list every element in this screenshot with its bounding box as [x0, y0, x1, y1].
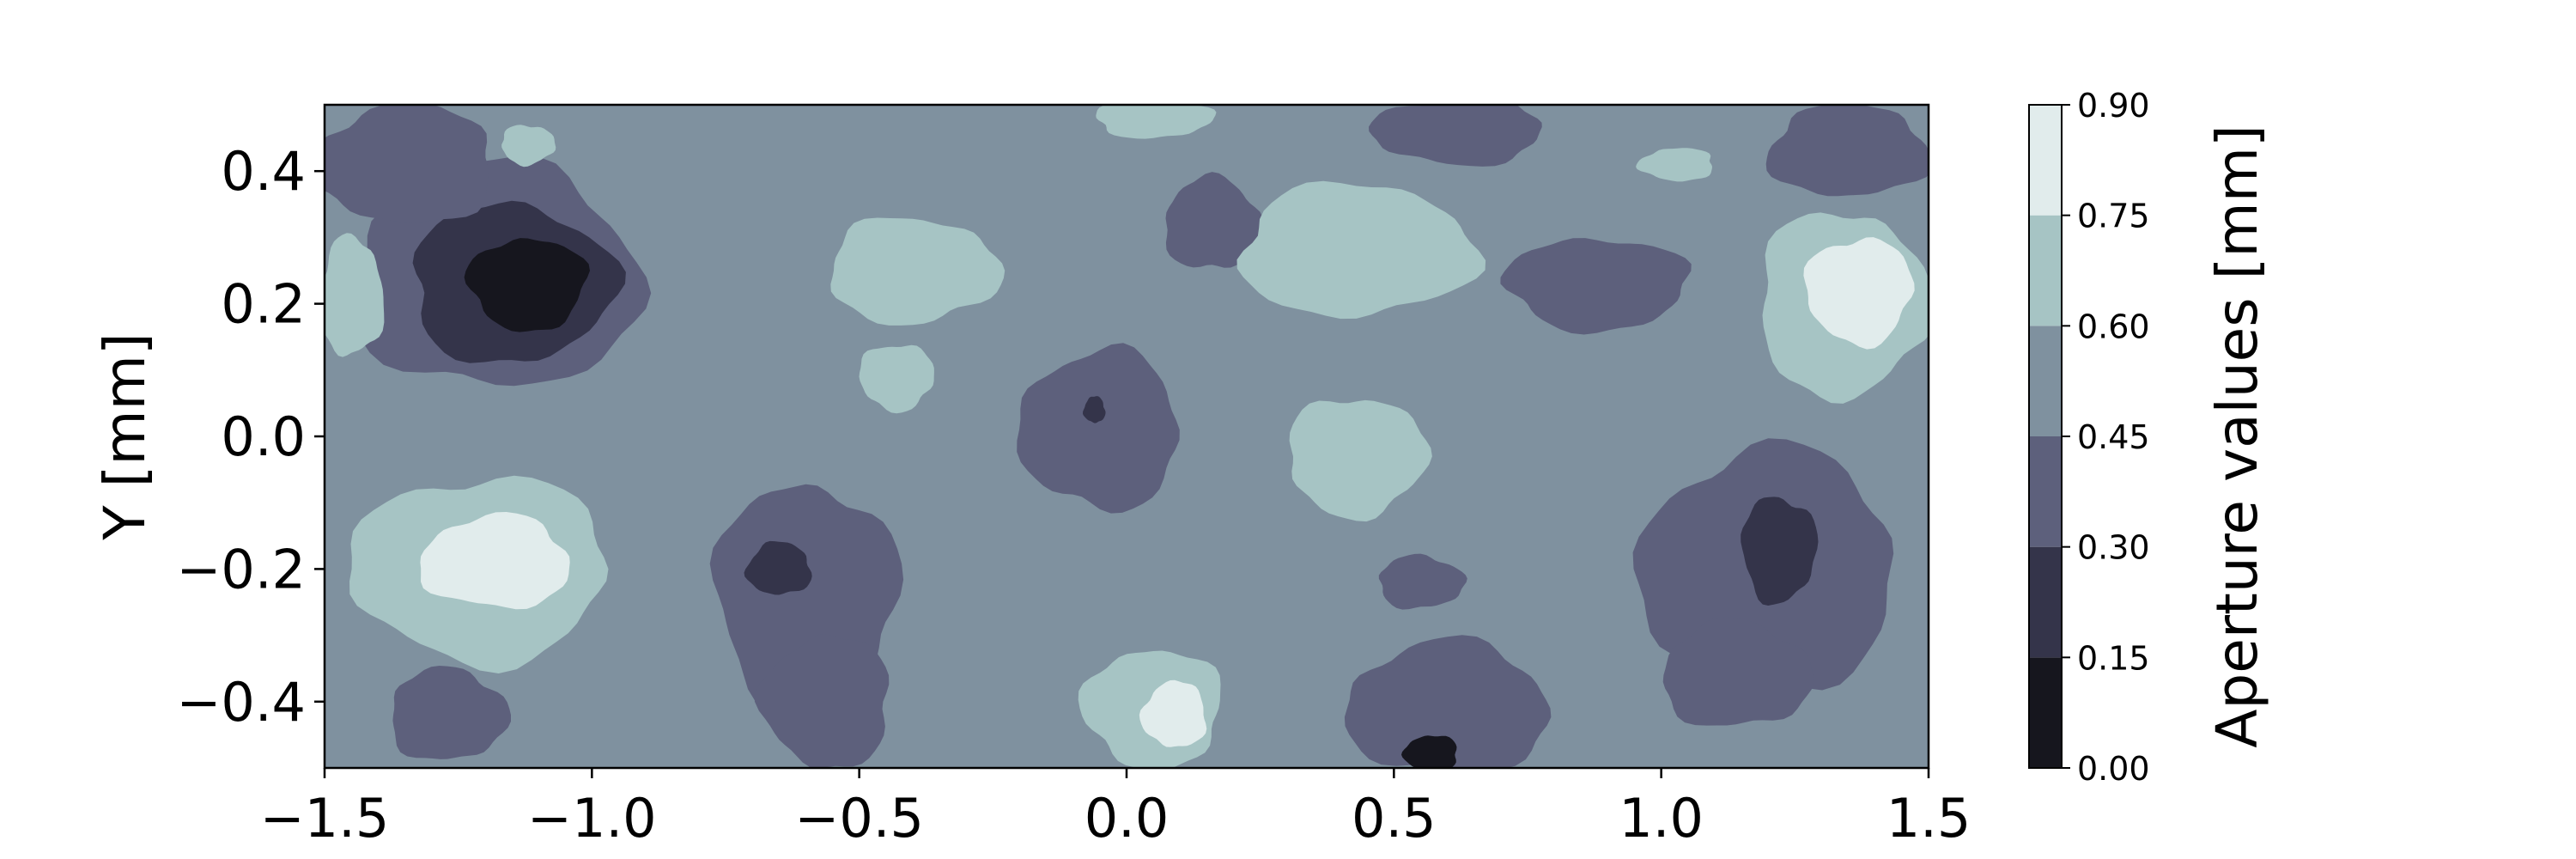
contour-region [1500, 238, 1692, 335]
contour-region [1803, 237, 1915, 350]
contour-region [1165, 172, 1263, 268]
colorbar-band [2029, 657, 2062, 768]
colorbar-tick-label: 0.45 [2077, 418, 2150, 456]
contour-region [1139, 679, 1207, 747]
colorbar-band [2029, 326, 2062, 436]
x-tick-label: −0.5 [794, 787, 924, 850]
colorbar-tick-label: 0.90 [2077, 87, 2150, 125]
colorbar-band [2029, 546, 2062, 658]
y-tick-label: −0.4 [176, 671, 306, 734]
x-tick-label: 1.0 [1619, 787, 1704, 850]
y-axis: −0.4 −0.2 0.0 0.2 0.4 [176, 140, 325, 734]
contour-region [501, 125, 556, 168]
x-axis: −1.5 −1.0 −0.5 0.0 0.5 1.0 1.5 [260, 768, 1971, 850]
contour-region [1017, 343, 1180, 514]
x-tick-label: −1.0 [527, 787, 657, 850]
colorbar-bands [2029, 105, 2062, 768]
y-tick-label: −0.2 [176, 538, 306, 600]
colorbar-ticks: 0.00 0.15 0.30 0.45 0.60 0.75 0.90 [2062, 87, 2150, 788]
x-tick-label: 1.5 [1886, 787, 1971, 850]
contour-region [1096, 105, 1217, 139]
contour-region [1344, 635, 1552, 768]
contour-region [1289, 399, 1432, 522]
colorbar: 0.00 0.15 0.30 0.45 0.60 0.75 0.90 Aperture va… [2028, 87, 2270, 788]
contour-region [754, 634, 890, 768]
contour-region [1083, 396, 1106, 423]
contour-region [325, 105, 489, 223]
colorbar-band [2029, 105, 2062, 216]
x-tick-label: 0.0 [1084, 787, 1170, 850]
contour-region [464, 238, 590, 332]
contour-region [1236, 180, 1486, 320]
colorbar-band [2029, 436, 2062, 547]
colorbar-tick-label: 0.60 [2077, 308, 2150, 345]
contour-region [744, 540, 812, 595]
y-tick-label: 0.4 [221, 140, 306, 203]
contour-region [1378, 553, 1467, 610]
contour-region [1765, 105, 1929, 197]
y-axis-label: Y [mm] [92, 332, 158, 540]
colorbar-label: Aperture values [mm] [2204, 125, 2270, 747]
contour-region [1636, 148, 1712, 182]
contour-region [830, 217, 1005, 326]
contour-regions [325, 105, 1929, 768]
contour-region [1741, 497, 1819, 606]
colorbar-tick-label: 0.15 [2077, 639, 2150, 677]
y-tick-label: 0.2 [221, 273, 306, 336]
y-tick-label: 0.0 [221, 405, 306, 468]
contour-region [392, 666, 511, 759]
contour-region [859, 344, 934, 414]
contour-region [1369, 105, 1542, 167]
contour-region [1662, 617, 1814, 726]
x-tick-label: 0.5 [1352, 787, 1437, 850]
contour-region [1401, 735, 1457, 768]
colorbar-tick-label: 0.00 [2077, 750, 2150, 788]
colorbar-tick-label: 0.75 [2077, 198, 2150, 235]
colorbar-band [2029, 215, 2062, 326]
colorbar-tick-label: 0.30 [2077, 529, 2150, 567]
plot-area [323, 103, 1930, 770]
x-tick-label: −1.5 [260, 787, 390, 850]
contour-region [325, 233, 385, 357]
contour-region [420, 512, 570, 610]
